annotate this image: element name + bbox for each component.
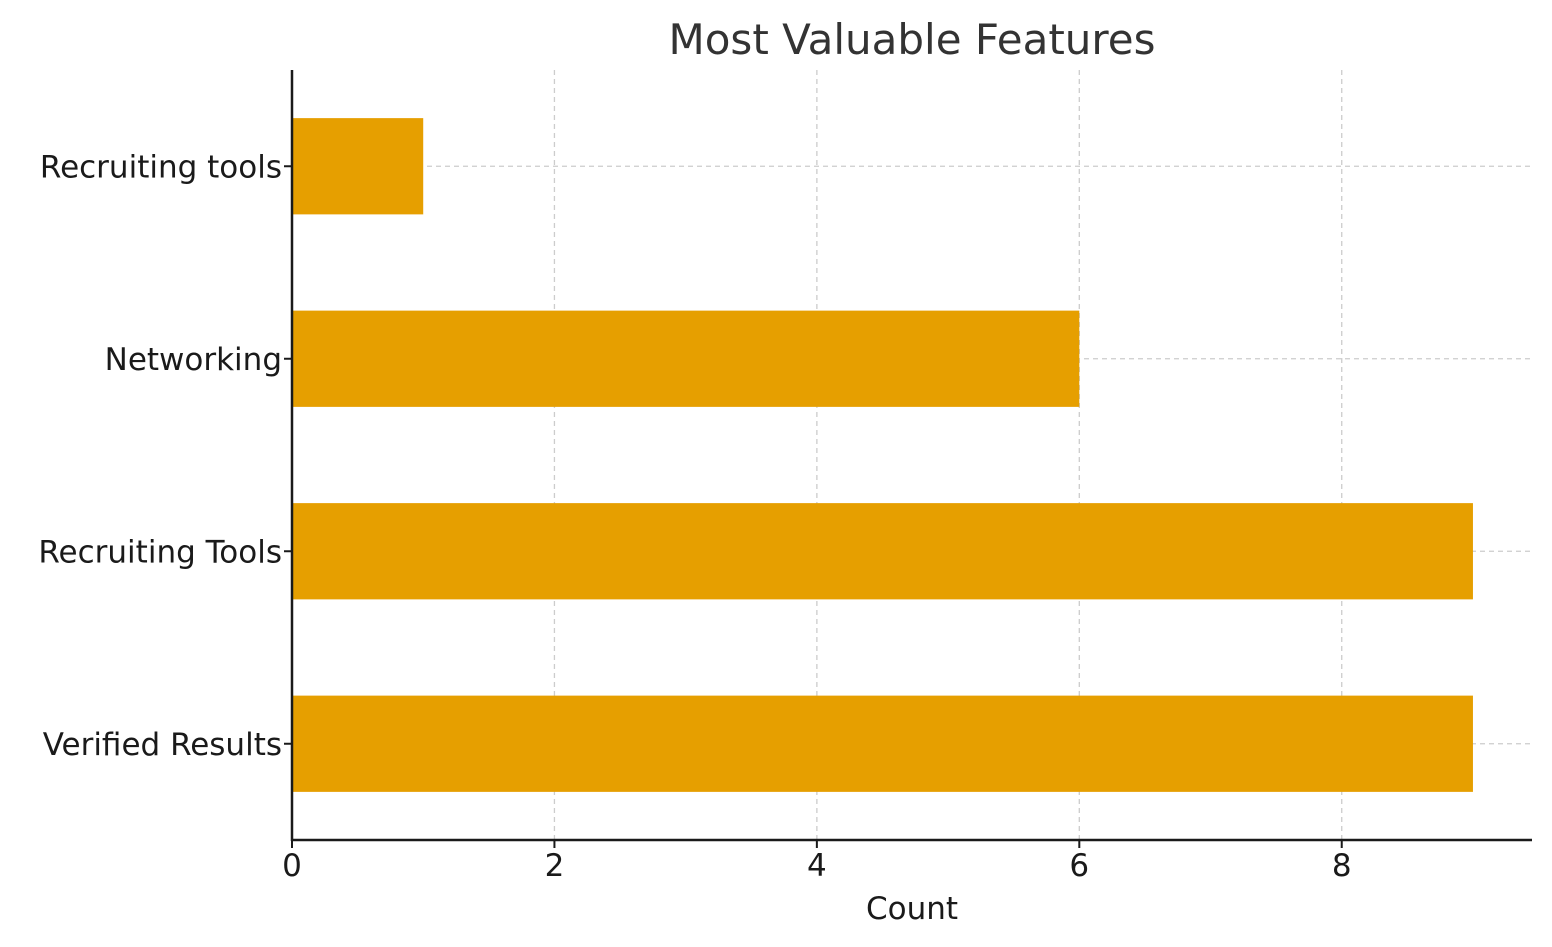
y-tick-label: Recruiting Tools — [38, 534, 282, 570]
bars-layer — [292, 118, 1473, 792]
bar — [292, 695, 1473, 792]
bar — [292, 310, 1080, 407]
x-axis-label: Count — [866, 891, 958, 927]
y-tick-label: Recruiting tools — [40, 149, 282, 185]
y-tick-label: Verified Results — [43, 727, 282, 763]
axes-layer — [284, 70, 1532, 848]
x-tick-label: 4 — [807, 848, 827, 884]
x-tick-label: 6 — [1069, 848, 1089, 884]
bar — [292, 118, 424, 215]
x-tick-label: 0 — [282, 848, 302, 884]
x-tick-label: 8 — [1332, 848, 1352, 884]
x-tick-label: 2 — [545, 848, 565, 884]
y-tick-label: Networking — [105, 342, 282, 378]
chart-title: Most Valuable Features — [669, 15, 1156, 64]
bar — [292, 503, 1473, 600]
labels-layer: 0 2 4 6 8 Verified Results Recruiting Tools Net… — [38, 149, 1351, 884]
